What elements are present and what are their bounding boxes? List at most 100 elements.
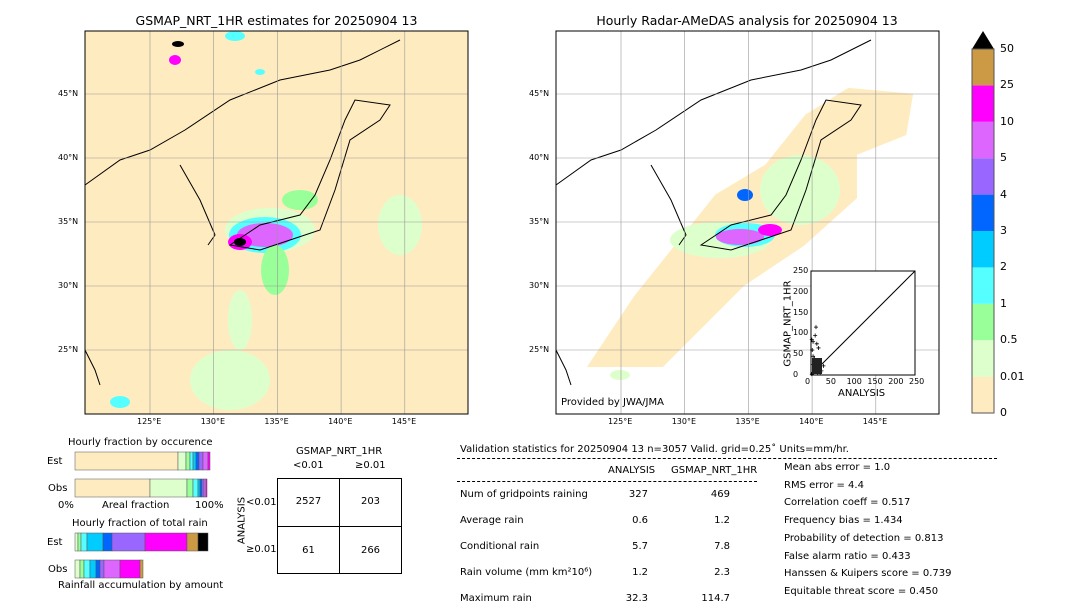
scatter-ytick: 200 [793, 286, 809, 296]
lon-tick: 125°E [608, 417, 633, 426]
stats-row-g: 114.7 [701, 593, 730, 604]
occ-obs-segment [203, 478, 207, 498]
occ-obs-label: Obs [48, 483, 68, 494]
colorbar-swatch [972, 49, 994, 86]
lat-tick: 25°N [529, 345, 550, 354]
occ-obs-segment [186, 478, 194, 498]
occurrence-title: Hourly fraction by occurence [68, 437, 213, 448]
occ-obs-segment [149, 478, 188, 498]
lat-tick: 25°N [58, 345, 79, 354]
lon-tick: 140°E [328, 417, 353, 426]
cont-row-0: <0.01 [246, 497, 277, 508]
scatter-xtick: 50 [825, 377, 836, 386]
rain-est-segment [77, 532, 82, 552]
lat-tick: 30°N [529, 281, 550, 290]
cont-col-1: ≥0.01 [355, 460, 386, 471]
scatter-xlabel: ANALYSIS [838, 388, 886, 399]
score-line: Mean abs error = 1.0 [784, 462, 891, 473]
scatter-point [813, 333, 818, 338]
colorbar-swatch [972, 231, 994, 268]
stats-row-g: 7.8 [714, 541, 730, 552]
occ-est-segment [202, 451, 209, 471]
score-line: Frequency bias = 1.434 [784, 515, 903, 527]
scatter-ytick: 250 [793, 266, 809, 275]
occ-tick-100: 100% [195, 500, 224, 511]
contingency-table: 2527 203 61 266 [277, 478, 402, 574]
scatter-ylabel: GSMAP_NRT_1HR [782, 280, 794, 367]
lat-tick: 40°N [529, 153, 550, 162]
lat-tick: 45°N [58, 89, 79, 98]
colorbar-tick: 0 [1000, 406, 1007, 419]
rain-est-segment [111, 532, 146, 552]
colorbar-swatch [972, 376, 994, 413]
rain-obs-segment [99, 559, 105, 579]
lon-tick: 140°E [799, 417, 824, 426]
rain-obs-segment [83, 559, 91, 579]
scatter-xtick: 150 [867, 377, 883, 386]
occ-est-segment [192, 451, 197, 471]
score-line: Correlation coeff = 0.517 [784, 497, 911, 509]
gsmap-map [84, 30, 469, 415]
stats-col-analysis: ANALYSIS [608, 465, 656, 476]
colorbar-tick: 1 [1000, 296, 1007, 310]
occ-est-segment [198, 451, 204, 471]
occ-obs-segment [205, 478, 208, 498]
lat-tick: 45°N [529, 89, 550, 98]
scatter-point [810, 348, 815, 353]
colorbar-swatch [972, 158, 994, 195]
lon-tick: 130°E [671, 417, 697, 426]
lat-tick: 30°N [58, 281, 79, 290]
stats-row-a: 327 [628, 489, 648, 500]
scatter-ytick: 50 [793, 349, 804, 359]
rain-est-segment [86, 532, 104, 552]
scatter-ytick: 0 [793, 370, 799, 379]
stats-col-gsmap: GSMAP_NRT_1HR [671, 465, 758, 476]
occ-est-segment [195, 451, 200, 471]
colorbar-tick: 0.01 [1000, 369, 1025, 383]
score-line: Equitable threat score = 0.450 [784, 585, 939, 597]
rain-obs-label: Obs [48, 564, 68, 575]
colorbar-swatch [972, 121, 994, 159]
rain-est-segment [186, 532, 199, 552]
stats-header: Validation statistics for 20250904 13 n=… [460, 444, 849, 455]
colorbar-tick: 0.5 [1000, 333, 1018, 347]
stats-row-a: 32.3 [625, 593, 648, 604]
rain-obs-segment [119, 559, 141, 579]
colorbar-tick: 2 [1000, 260, 1007, 274]
occ-xlabel: Areal fraction [102, 500, 170, 511]
rain-xlabel: Rainfall accumulation by amount [58, 580, 224, 591]
lon-tick: 135°E [264, 417, 289, 426]
colorbar-tick: 10 [1000, 114, 1014, 128]
occ-est-segment [207, 451, 211, 471]
rain-est-segment [102, 532, 113, 552]
scatter-point [814, 341, 819, 346]
colorbar-tick: 50 [1000, 42, 1014, 55]
cont-title: GSMAP_NRT_1HR [296, 446, 383, 457]
rain-obs-segment [89, 559, 97, 579]
colorbar-swatch [972, 85, 994, 122]
stats-row-a: 5.7 [632, 541, 648, 552]
colorbar [971, 31, 995, 414]
rain-est-segment [197, 532, 209, 552]
colorbar-extend [972, 31, 994, 49]
scatter-xtick: 250 [909, 377, 925, 386]
occ-est-segment [189, 451, 194, 471]
colorbar-tick: 25 [1000, 78, 1014, 92]
lat-tick: 40°N [58, 153, 79, 162]
lon-tick: 130°E [200, 417, 226, 426]
colorbar-swatch [972, 303, 994, 341]
occ-est-segment [74, 451, 179, 471]
stats-row-label: Maximum rain [460, 593, 532, 604]
stats-row-label: Rain volume (mm km²10⁶) [460, 567, 593, 578]
colorbar-swatch [972, 194, 994, 231]
colorbar-swatch [972, 340, 994, 377]
score-line: False alarm ratio = 0.433 [784, 550, 911, 562]
occ-obs-segment [197, 478, 201, 498]
left-map-title: GSMAP_NRT_1HR estimates for 20250904 13 [135, 13, 418, 28]
stats-row-g: 469 [710, 489, 730, 500]
lon-tick: 145°E [862, 417, 888, 426]
stats-row-label: Average rain [460, 515, 524, 526]
stats-row-a: 0.6 [632, 515, 648, 526]
score-line: RMS error = 4.4 [784, 479, 864, 491]
